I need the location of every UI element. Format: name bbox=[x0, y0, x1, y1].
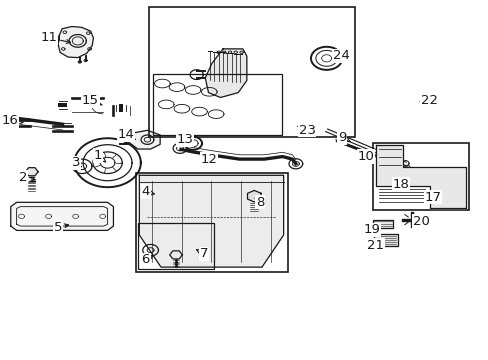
Text: 21: 21 bbox=[366, 239, 383, 252]
Polygon shape bbox=[11, 202, 113, 230]
Text: 4: 4 bbox=[141, 185, 154, 198]
Polygon shape bbox=[375, 145, 465, 208]
Text: 10: 10 bbox=[357, 150, 373, 163]
Text: 24: 24 bbox=[331, 49, 349, 62]
Text: 9: 9 bbox=[337, 131, 349, 144]
Text: 12: 12 bbox=[201, 153, 217, 166]
Text: 5: 5 bbox=[53, 221, 68, 234]
Text: 8: 8 bbox=[255, 196, 264, 209]
Text: 2: 2 bbox=[19, 171, 35, 184]
Text: 17: 17 bbox=[424, 191, 440, 204]
Polygon shape bbox=[247, 190, 261, 202]
Text: 23: 23 bbox=[297, 124, 315, 137]
Polygon shape bbox=[372, 220, 392, 228]
Text: 20: 20 bbox=[412, 215, 429, 228]
Text: 15: 15 bbox=[82, 94, 102, 107]
Polygon shape bbox=[169, 251, 182, 259]
Text: 11: 11 bbox=[41, 31, 70, 44]
Text: 6: 6 bbox=[141, 253, 153, 266]
Polygon shape bbox=[373, 234, 397, 246]
Text: 18: 18 bbox=[392, 178, 408, 191]
Text: 16: 16 bbox=[1, 114, 23, 127]
Text: 13: 13 bbox=[176, 133, 193, 146]
Polygon shape bbox=[205, 49, 246, 98]
Polygon shape bbox=[58, 27, 93, 58]
Polygon shape bbox=[139, 175, 283, 267]
Text: 19: 19 bbox=[363, 223, 379, 236]
Text: 3: 3 bbox=[71, 156, 81, 169]
Text: 22: 22 bbox=[419, 94, 437, 107]
Text: 14: 14 bbox=[118, 129, 135, 141]
Text: 7: 7 bbox=[196, 247, 208, 260]
Text: 1: 1 bbox=[93, 149, 105, 162]
Polygon shape bbox=[128, 130, 160, 149]
Polygon shape bbox=[25, 168, 38, 176]
